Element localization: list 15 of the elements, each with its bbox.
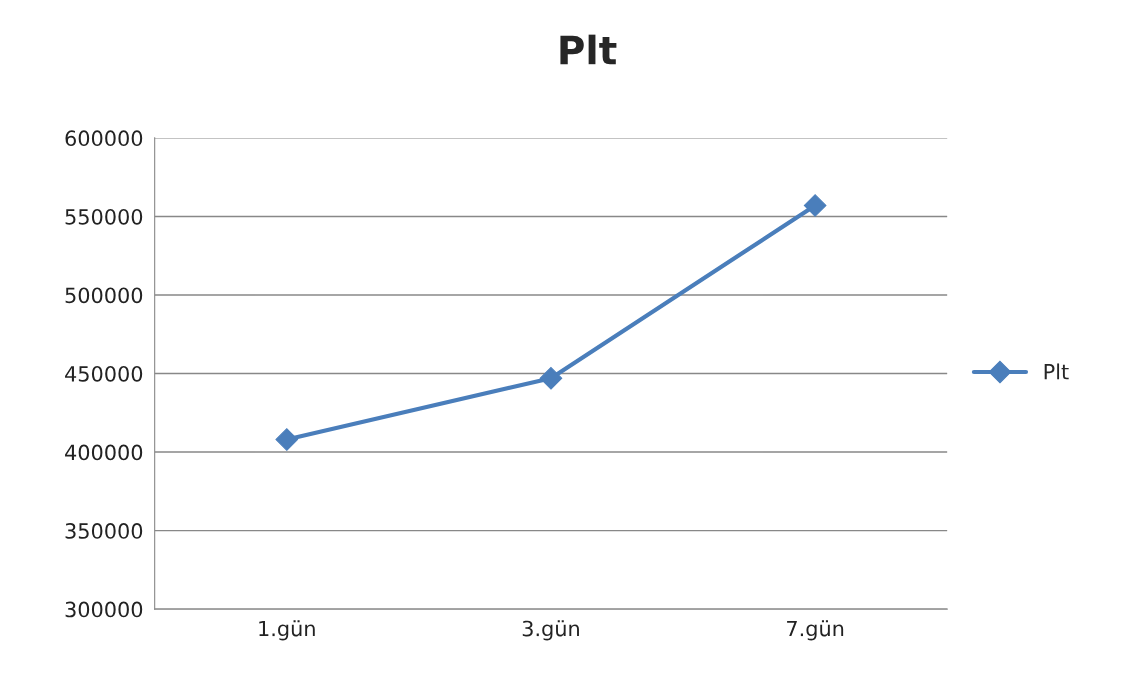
point — [803, 194, 827, 217]
legend-label: Plt — [1044, 363, 1069, 380]
x-tick-label: 7.gün — [787, 620, 844, 641]
x-tick-label: 3.gün — [522, 620, 579, 641]
y-tick-label: 400000 — [65, 444, 143, 461]
y-tick-label: 350000 — [65, 523, 143, 539]
y-tick-label: 600000 — [65, 130, 143, 147]
chart-title: Plt — [560, 34, 617, 65]
x-tick-label: 1.gün — [259, 620, 315, 641]
y-tick-label: 550000 — [65, 208, 143, 225]
y-tick-label: 300000 — [65, 601, 143, 618]
y-tick-label: 500000 — [65, 287, 143, 304]
point — [275, 428, 299, 451]
point — [539, 366, 563, 390]
y-tick-label: 450000 — [65, 365, 143, 382]
